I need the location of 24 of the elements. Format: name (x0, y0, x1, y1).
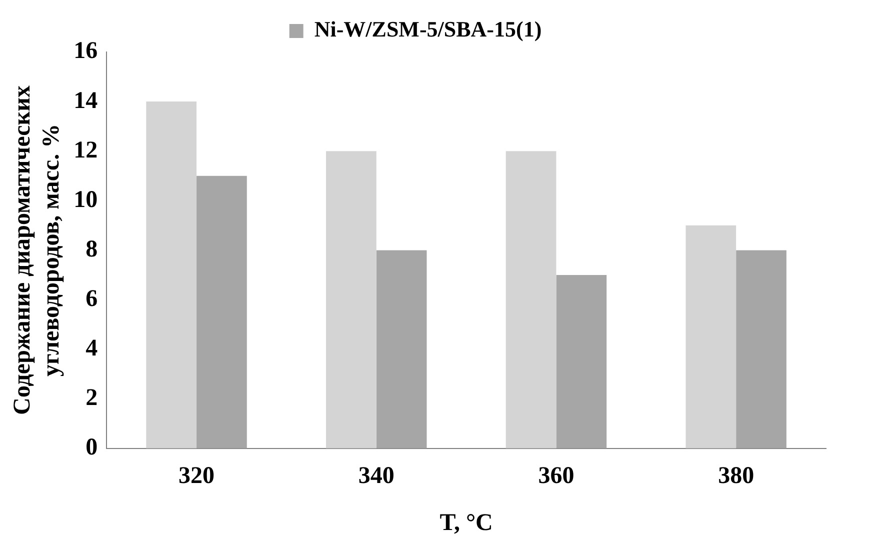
y-tick-label: 12 (74, 137, 98, 164)
y-tick-label: 6 (86, 286, 98, 312)
x-axis-title: T, °C (440, 510, 493, 536)
bar (686, 225, 736, 448)
x-tick-label: 340 (358, 463, 394, 490)
y-axis-title: Содержание диароматических углеводородов, масс. % (10, 86, 64, 415)
y-tick-label: 4 (86, 336, 98, 362)
y-tick-label: 8 (86, 236, 98, 262)
x-tick-label: 360 (538, 463, 574, 490)
y-tick-label: 16 (74, 38, 98, 64)
y-tick-label: 0 (86, 434, 98, 461)
bar (326, 151, 376, 448)
y-tick-label: 10 (74, 186, 98, 213)
bar (376, 250, 427, 448)
bar (196, 176, 247, 448)
bar (556, 274, 607, 448)
bar (506, 151, 556, 448)
legend-label: Ni-W/ZSM-5/SBA-15(1) (314, 16, 542, 42)
x-tick-label: 320 (178, 463, 215, 490)
bar (146, 102, 197, 448)
y-tick-label: 14 (74, 88, 98, 114)
bar (736, 250, 786, 448)
y-tick-label: 2 (86, 385, 98, 412)
x-tick-label: 380 (718, 463, 754, 490)
